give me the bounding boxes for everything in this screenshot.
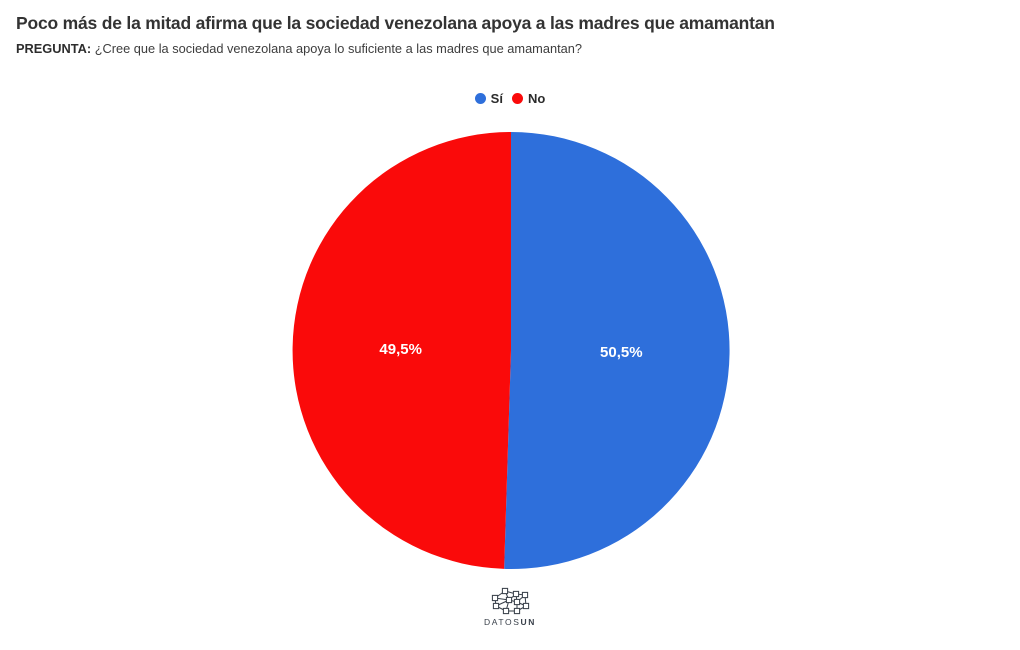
question-text: ¿Cree que la sociedad venezolana apoya l… [94,40,582,56]
logo-text-un: UN [520,617,536,627]
network-nodes-icon [491,587,530,615]
legend-swatch-si-icon [474,93,486,104]
question-label: PREGUNTA: [16,40,92,56]
logo-text-datos: DATOS [484,617,521,627]
legend-item-no[interactable]: No [511,91,546,106]
legend-swatch-no-icon [511,93,523,104]
slice-label-no: 49,5% [379,341,422,358]
legend-label-si: Sí [490,91,503,106]
pie-slice[interactable] [292,132,511,569]
logo-wordmark: DATOSUN [484,618,536,627]
chart-header: Poco más de la mitad afirma que la socie… [0,0,1020,58]
pie-slices [292,131,730,569]
chart-legend: Sí No [0,92,1020,105]
chart-subtitle: PREGUNTA: ¿Cree que la sociedad venezola… [16,41,1004,58]
footer-branding: DATOSUN [0,586,1020,627]
page-title: Poco más de la mitad afirma que la socie… [16,13,775,33]
pie-slice[interactable] [504,131,730,569]
slice-label-si: 50,5% [600,344,643,361]
legend-item-si[interactable]: Sí [474,91,503,106]
legend-label-no: No [527,91,546,106]
